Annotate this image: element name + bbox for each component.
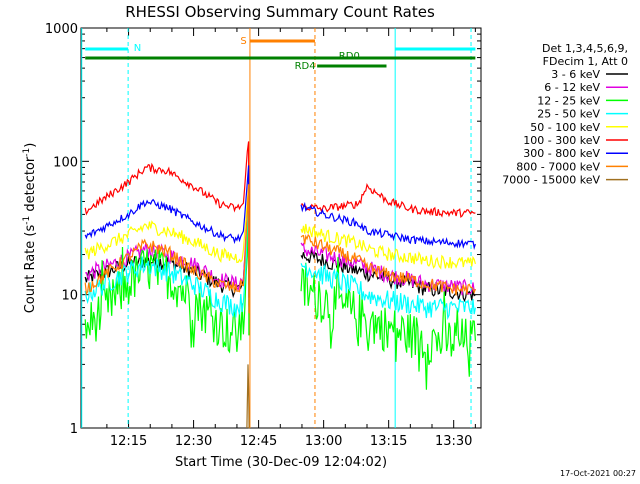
- series-line: [84, 199, 250, 318]
- y-tick-label: 1000: [45, 22, 78, 37]
- state-bar-label: S: [240, 36, 246, 47]
- series-line: [246, 364, 250, 429]
- legend-label: 300 - 800 keV: [523, 147, 600, 160]
- legend-header-line-1: Det 1,3,4,5,6,9,: [542, 42, 628, 55]
- x-tick-label: 13:15: [370, 434, 407, 449]
- legend-label: 100 - 300 keV: [523, 134, 600, 147]
- series-line: [300, 223, 476, 270]
- state-bar-label: RD4: [295, 61, 316, 72]
- series-line: [300, 201, 476, 250]
- data-series: [84, 141, 476, 429]
- plot-frame: [80, 27, 482, 429]
- axis-ticks: 1 10 100 1000 12:15 12:30 12:45 13:00 13:15 13:30: [45, 22, 481, 449]
- x-tick-label: 12:30: [175, 434, 212, 449]
- series-line: [84, 184, 250, 314]
- y-tick-label: 100: [53, 155, 78, 170]
- x-tick-label: 13:00: [305, 434, 342, 449]
- state-bars: N S RD0 RD4: [85, 36, 476, 72]
- state-bar-label: RD0: [339, 51, 360, 62]
- series-line: [300, 233, 476, 296]
- series-line: [300, 257, 476, 390]
- legend-label: 12 - 25 keV: [537, 94, 600, 107]
- series-line: [300, 262, 476, 321]
- series-line: [300, 249, 476, 303]
- legend-label: 6 - 12 keV: [544, 81, 600, 94]
- x-tick-label: 12:15: [110, 434, 147, 449]
- legend-header-line-2: FDecim 1, Att 0: [543, 55, 628, 68]
- series-line: [300, 242, 476, 296]
- footer-date: 17-Oct-2021 00:27: [560, 469, 636, 478]
- series-line: [84, 186, 250, 299]
- x-axis-label: Start Time (30-Dec-09 12:04:02): [175, 455, 387, 470]
- legend-label: 25 - 50 keV: [537, 108, 600, 121]
- state-bar-label: N: [134, 43, 141, 54]
- x-tick-label: 13:30: [435, 434, 472, 449]
- mode-change-lines: [81, 28, 472, 428]
- legend-label: 50 - 100 keV: [530, 121, 600, 134]
- legend-label: 800 - 7000 keV: [516, 160, 600, 173]
- y-tick-label: 1: [70, 422, 78, 437]
- chart-title: RHESSI Observing Summary Count Rates: [125, 3, 435, 21]
- series-line: [84, 141, 250, 285]
- series-line: [84, 165, 250, 298]
- series-line: [300, 182, 476, 219]
- legend: Det 1,3,4,5,6,9, FDecim 1, Att 0 3 - 6 k…: [502, 42, 628, 187]
- legend-label: 3 - 6 keV: [551, 68, 600, 81]
- y-axis-label: Count Rate (s-1 detector-1): [22, 143, 38, 314]
- legend-label: 7000 - 15000 keV: [502, 174, 600, 187]
- series-line: [85, 198, 250, 308]
- x-tick-label: 12:45: [240, 434, 277, 449]
- y-tick-label: 10: [61, 289, 78, 304]
